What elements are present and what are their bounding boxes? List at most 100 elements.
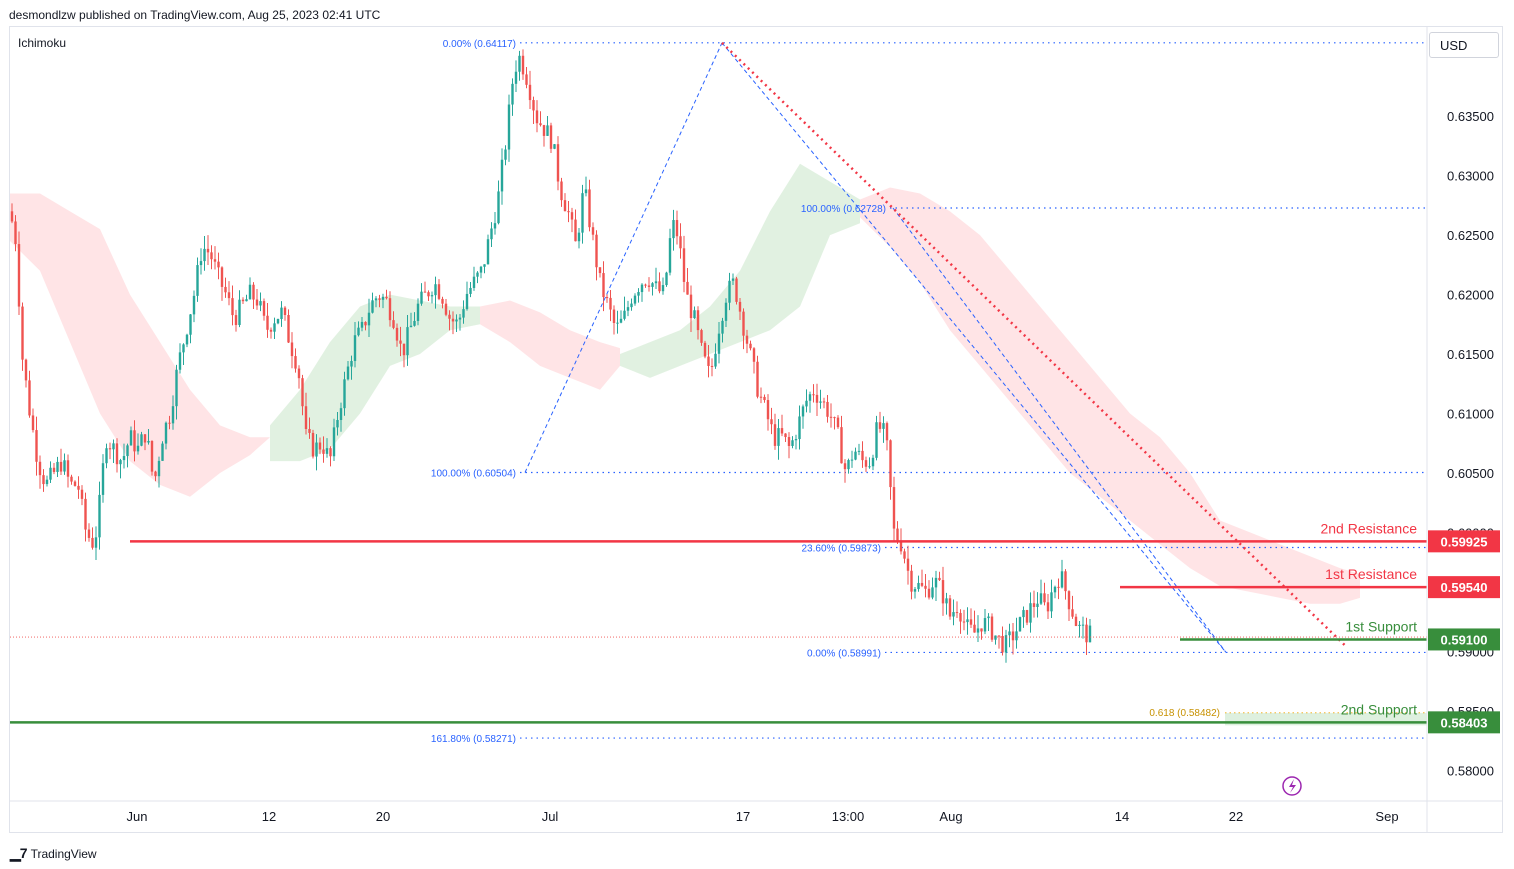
- candles: [10, 49, 1092, 663]
- candle-body: [934, 577, 938, 588]
- candle-body: [430, 295, 434, 297]
- candle-body: [714, 353, 717, 367]
- candle-body: [371, 300, 374, 313]
- price-tag-label: 0.58403: [1441, 715, 1488, 730]
- candle-body: [35, 430, 38, 462]
- candle-body: [784, 433, 787, 438]
- candle-body: [1036, 603, 1039, 607]
- candle-body: [329, 448, 332, 457]
- candle-body: [476, 272, 479, 277]
- candle-body: [875, 422, 878, 458]
- candle-body: [941, 580, 945, 604]
- candle-body: [584, 189, 588, 194]
- candle-body: [59, 461, 63, 472]
- candle-body: [906, 558, 910, 571]
- candle-body: [675, 220, 679, 237]
- x-tick-label: 12: [262, 809, 276, 824]
- candle-body: [413, 320, 416, 326]
- indicator-label[interactable]: Ichimoku: [18, 36, 67, 50]
- y-tick-label: 0.63000: [1447, 169, 1494, 184]
- candle-body: [1081, 624, 1085, 626]
- key-level-label: 1st Resistance: [1325, 566, 1417, 582]
- candle-body: [367, 312, 371, 326]
- candle-body: [738, 301, 742, 312]
- candle-body: [696, 310, 700, 331]
- candle-body: [672, 220, 675, 239]
- y-tick-label: 0.58000: [1447, 763, 1494, 778]
- candle-body: [378, 298, 381, 300]
- candle-body: [24, 359, 28, 381]
- fib-level-label: 100.00% (0.62728): [801, 204, 886, 215]
- candle-body: [385, 296, 388, 299]
- candle-body: [73, 481, 77, 486]
- candle-body: [766, 400, 770, 420]
- candle-body: [45, 479, 49, 485]
- candle-body: [416, 303, 420, 321]
- footer-brand[interactable]: ▁7 TradingView: [10, 845, 97, 862]
- candle-body: [528, 84, 532, 101]
- candle-body: [938, 577, 941, 581]
- candle-body: [290, 342, 294, 357]
- candle-body: [28, 380, 31, 416]
- chart-frame: [9, 26, 1503, 833]
- candle-body: [343, 379, 346, 409]
- candle-body: [871, 457, 875, 467]
- candle-body: [42, 475, 45, 485]
- fib-level-label: 0.00% (0.58991): [807, 648, 881, 659]
- candle-body: [1004, 635, 1008, 653]
- fib-swing-line: [892, 207, 1227, 653]
- candle-body: [206, 248, 210, 253]
- candle-body: [721, 320, 724, 334]
- candle-body: [98, 494, 101, 538]
- candle-body: [588, 189, 591, 228]
- candle-body: [651, 283, 654, 287]
- tradingview-logo-icon: ▁7: [10, 845, 28, 861]
- candle-body: [273, 323, 276, 332]
- candle-body: [175, 369, 178, 407]
- candle-body: [742, 311, 745, 336]
- candle-body: [504, 149, 507, 160]
- x-tick-label: 14: [1115, 809, 1129, 824]
- flash-icon[interactable]: [1282, 776, 1302, 796]
- fib-level-label: 161.80% (0.58271): [431, 734, 516, 745]
- candle-body: [686, 281, 689, 295]
- candle-body: [311, 432, 315, 457]
- candle-body: [1057, 586, 1060, 588]
- candle-body: [983, 618, 987, 632]
- candle-body: [969, 619, 973, 625]
- currency-button[interactable]: USD: [1429, 32, 1499, 58]
- candle-body: [913, 589, 917, 592]
- candle-body: [623, 310, 626, 319]
- candle-body: [892, 487, 896, 529]
- x-tick-label: Aug: [939, 809, 962, 824]
- candle-body: [1053, 586, 1057, 593]
- candle-body: [661, 285, 665, 292]
- candle-body: [763, 396, 766, 401]
- candle-body: [1046, 602, 1050, 612]
- downtrend-line: [721, 41, 1346, 647]
- candle-body: [497, 191, 500, 224]
- candle-body: [847, 460, 850, 470]
- candle-body: [70, 476, 73, 482]
- candle-body: [217, 261, 220, 268]
- candle-body: [80, 489, 84, 499]
- candle-body: [794, 439, 798, 441]
- candle-body: [924, 585, 927, 589]
- key-levels: 2nd Resistance 1st Resistance 1st Support 2…: [10, 520, 1427, 724]
- candle-body: [630, 303, 633, 308]
- candle-body: [770, 419, 773, 425]
- candle-body: [1022, 610, 1025, 618]
- footer-brand-label: TradingView: [30, 846, 97, 861]
- candle-body: [77, 485, 80, 490]
- candle-body: [374, 298, 378, 301]
- candle-body: [854, 451, 857, 460]
- candle-body: [483, 264, 486, 267]
- candle-body: [52, 467, 56, 472]
- candle-body: [364, 321, 367, 326]
- candle-body: [150, 440, 154, 472]
- candle-body: [882, 423, 885, 429]
- candle-body: [1067, 591, 1071, 610]
- candle-body: [927, 588, 931, 598]
- price-axis: 0.63500 0.63000 0.62500 0.62000 0.61500 0.610…: [1447, 109, 1494, 778]
